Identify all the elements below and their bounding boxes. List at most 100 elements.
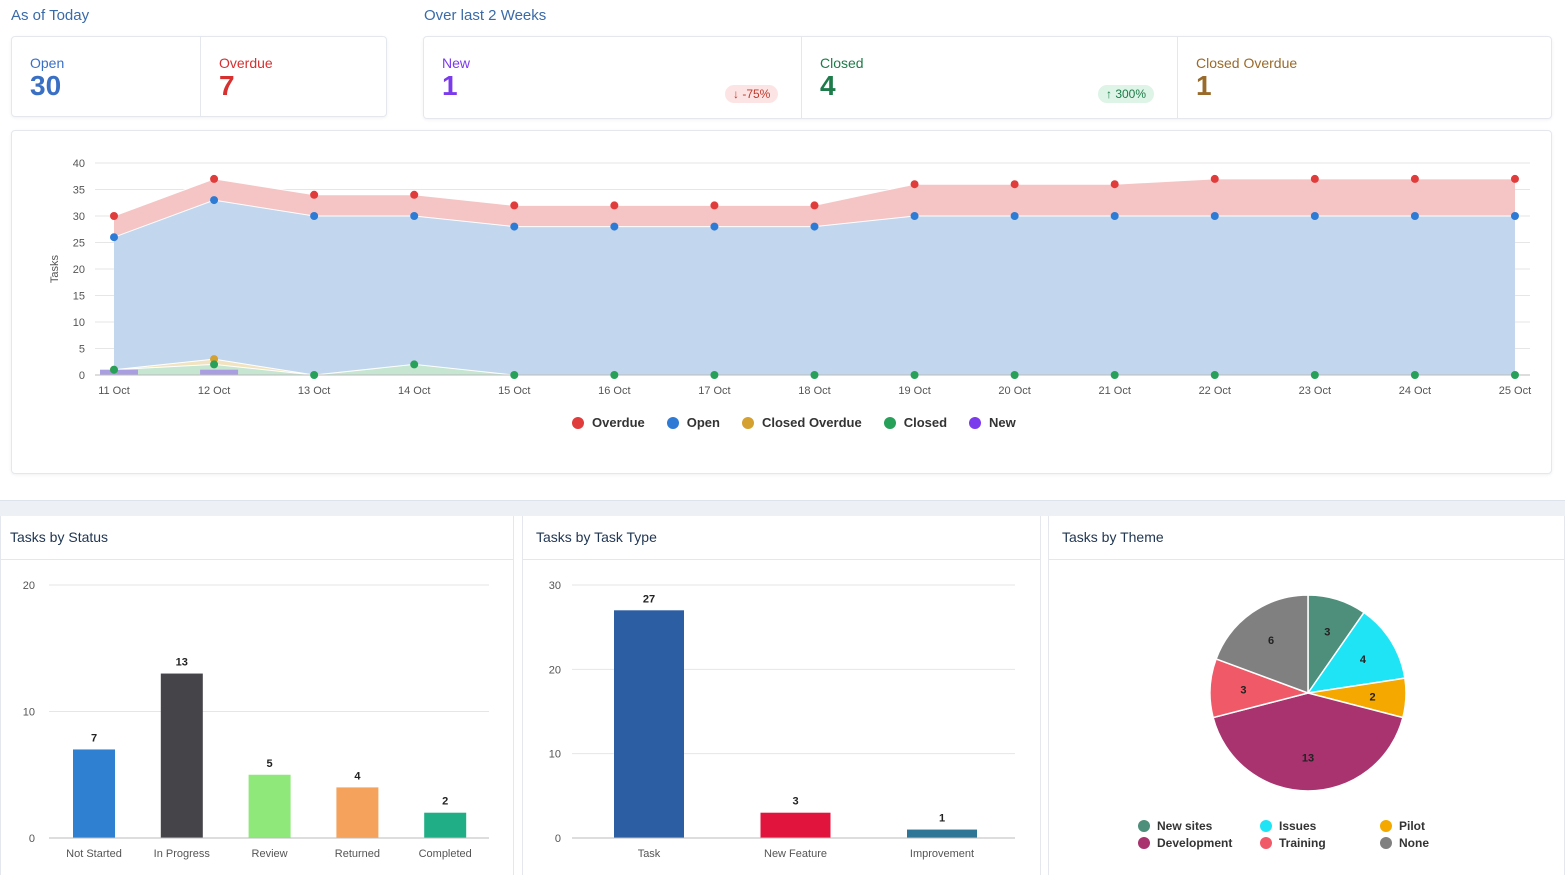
legend-new-sites[interactable]: New sites	[1138, 819, 1260, 833]
point-open[interactable]	[610, 222, 619, 231]
legend-closed[interactable]: Closed	[883, 415, 947, 430]
point-closed[interactable]	[110, 365, 118, 374]
point-overdue[interactable]	[910, 180, 919, 189]
point-overdue[interactable]	[710, 201, 719, 210]
point-overdue[interactable]	[210, 174, 219, 183]
point-overdue[interactable]	[1510, 174, 1519, 183]
x-tick-label: 19 Oct	[898, 385, 930, 397]
point-overdue[interactable]	[1110, 180, 1119, 189]
bar-value-label: 27	[643, 593, 655, 605]
point-open[interactable]	[1110, 212, 1119, 220]
point-overdue[interactable]	[1310, 174, 1319, 183]
trend-legend: Overdue Open Closed Overdue Closed New	[572, 415, 1038, 430]
area-open	[114, 200, 1515, 375]
y-tick-label: 10	[73, 317, 85, 329]
status-bar-chart: 0 10 20 7 Not Started 13 In Progress 5 Review 4 Re…	[23, 580, 489, 860]
point-open[interactable]	[510, 222, 519, 231]
new-kpi[interactable]: New 1 ↓ -75%	[424, 37, 801, 118]
closed-change-badge: ↑ 300%	[1098, 85, 1155, 103]
slice-value-label: 6	[1268, 635, 1274, 647]
legend-marker	[1380, 837, 1392, 849]
bar-in-progress[interactable]	[160, 673, 203, 838]
point-closed[interactable]	[510, 371, 519, 379]
bar-not-started[interactable]	[73, 749, 115, 838]
point-closed[interactable]	[1410, 371, 1419, 379]
x-tick-label: 12 Oct	[198, 385, 230, 397]
x-tick-label: 20 Oct	[998, 385, 1030, 397]
point-open[interactable]	[810, 222, 819, 231]
x-tick-label: 13 Oct	[298, 385, 330, 397]
bar-task[interactable]	[614, 610, 684, 838]
legend-closed-overdue[interactable]: Closed Overdue	[741, 415, 862, 430]
overdue-kpi[interactable]: Overdue 7	[200, 37, 388, 116]
bar-returned[interactable]	[336, 787, 379, 838]
task-type-chart-title: Tasks by Task Type	[536, 529, 657, 545]
point-closed[interactable]	[310, 371, 319, 379]
bar-new-feature[interactable]	[760, 812, 831, 838]
point-overdue[interactable]	[1010, 180, 1019, 189]
point-closed[interactable]	[710, 371, 719, 379]
slice-development[interactable]	[1212, 692, 1404, 792]
bar-completed[interactable]	[424, 812, 467, 838]
point-closed[interactable]	[210, 360, 219, 369]
legend-development[interactable]: Development	[1138, 836, 1260, 850]
point-closed[interactable]	[1510, 371, 1519, 379]
point-closed[interactable]	[810, 371, 819, 379]
legend-training[interactable]: Training	[1260, 836, 1380, 850]
point-open[interactable]	[910, 212, 919, 220]
new-bar[interactable]	[200, 369, 239, 375]
legend-label: New sites	[1157, 819, 1213, 833]
point-open[interactable]	[110, 233, 118, 242]
new-kpi-value: 1	[442, 70, 458, 101]
point-open[interactable]	[1410, 212, 1419, 220]
legend-none[interactable]: None	[1380, 836, 1460, 850]
x-tick-label: New Feature	[764, 848, 827, 860]
point-closed[interactable]	[410, 360, 419, 369]
point-overdue[interactable]	[1410, 174, 1419, 183]
closed-overdue-kpi[interactable]: Closed Overdue 1	[1177, 37, 1553, 118]
point-overdue[interactable]	[410, 190, 419, 199]
point-closed[interactable]	[910, 371, 919, 379]
x-tick-label: 17 Oct	[698, 385, 730, 397]
x-tick-label: Returned	[335, 848, 380, 860]
point-open[interactable]	[410, 212, 419, 220]
point-overdue[interactable]	[310, 190, 319, 199]
new-bar[interactable]	[100, 369, 138, 375]
point-overdue[interactable]	[810, 201, 819, 210]
point-closed[interactable]	[610, 371, 619, 379]
open-kpi[interactable]: Open 30	[12, 37, 200, 116]
legend-pilot[interactable]: Pilot	[1380, 819, 1460, 833]
point-open[interactable]	[1510, 212, 1519, 220]
point-open[interactable]	[1310, 212, 1319, 220]
slice-issues[interactable]	[1306, 611, 1406, 695]
legend-open[interactable]: Open	[666, 415, 720, 430]
point-overdue[interactable]	[110, 212, 118, 220]
closed-kpi[interactable]: Closed 4 ↑ 300%	[801, 37, 1177, 118]
point-open[interactable]	[1010, 212, 1019, 220]
point-open[interactable]	[1210, 212, 1219, 220]
point-closed[interactable]	[1210, 371, 1219, 379]
point-open[interactable]	[210, 196, 219, 205]
point-overdue[interactable]	[610, 201, 619, 210]
bar-review[interactable]	[248, 774, 291, 838]
point-closed[interactable]	[1010, 371, 1019, 379]
legend-overdue[interactable]: Overdue	[572, 415, 645, 430]
point-overdue[interactable]	[1210, 174, 1219, 183]
today-kpi-card: Open 30 Overdue 7	[11, 36, 387, 117]
overdue-kpi-value: 7	[219, 70, 235, 101]
y-tick-label: 40	[73, 158, 85, 170]
slice-none[interactable]	[1215, 594, 1309, 695]
point-open[interactable]	[310, 212, 319, 220]
point-open[interactable]	[710, 222, 719, 231]
x-tick-label: 23 Oct	[1299, 385, 1331, 397]
legend-issues[interactable]: Issues	[1260, 819, 1380, 833]
y-tick-label: 10	[23, 707, 35, 719]
bar-value-label: 5	[267, 758, 273, 770]
point-overdue[interactable]	[510, 201, 519, 210]
legend-marker	[969, 416, 982, 429]
point-closed[interactable]	[1310, 371, 1319, 379]
point-closed[interactable]	[1110, 371, 1119, 379]
bar-improvement[interactable]	[907, 829, 977, 838]
legend-new[interactable]: New	[969, 415, 1016, 430]
y-tick-label: 25	[73, 238, 85, 250]
